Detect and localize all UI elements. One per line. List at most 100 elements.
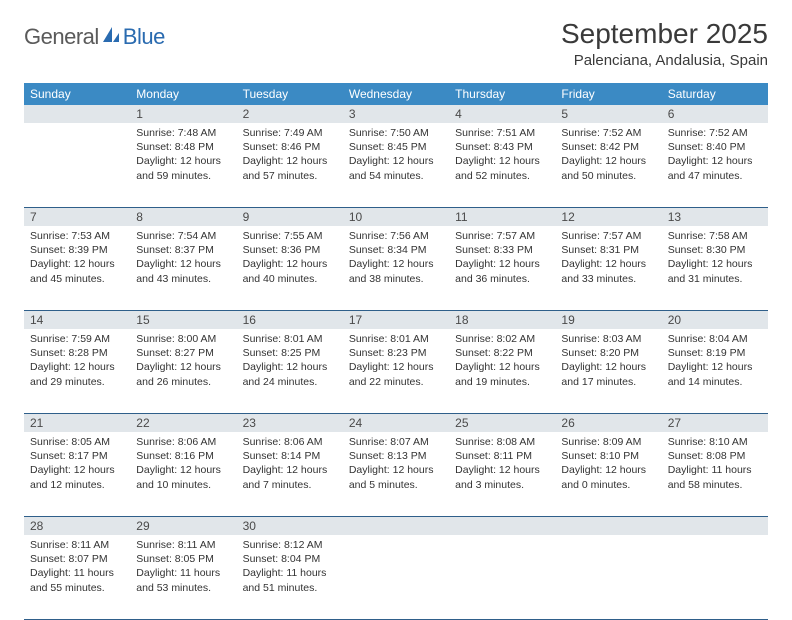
sunrise-text: Sunrise: 8:04 AM bbox=[668, 332, 762, 346]
day-cell: Sunrise: 8:10 AMSunset: 8:08 PMDaylight:… bbox=[662, 432, 768, 516]
day-number: 16 bbox=[237, 311, 343, 329]
sunset-text: Sunset: 8:48 PM bbox=[136, 140, 230, 154]
sunrise-text: Sunrise: 8:03 AM bbox=[561, 332, 655, 346]
daylight-text: Daylight: 12 hours and 3 minutes. bbox=[455, 463, 549, 491]
sunset-text: Sunset: 8:46 PM bbox=[243, 140, 337, 154]
sunrise-text: Sunrise: 8:06 AM bbox=[243, 435, 337, 449]
day-cell bbox=[555, 535, 661, 619]
sunset-text: Sunset: 8:22 PM bbox=[455, 346, 549, 360]
day-cell: Sunrise: 7:51 AMSunset: 8:43 PMDaylight:… bbox=[449, 123, 555, 207]
day-number: 29 bbox=[130, 517, 236, 535]
daylight-text: Daylight: 12 hours and 45 minutes. bbox=[30, 257, 124, 285]
day-number: 8 bbox=[130, 208, 236, 226]
day-cell: Sunrise: 8:05 AMSunset: 8:17 PMDaylight:… bbox=[24, 432, 130, 516]
sunrise-text: Sunrise: 8:11 AM bbox=[30, 538, 124, 552]
sunrise-text: Sunrise: 8:11 AM bbox=[136, 538, 230, 552]
sunrise-text: Sunrise: 7:58 AM bbox=[668, 229, 762, 243]
day-cell: Sunrise: 8:01 AMSunset: 8:23 PMDaylight:… bbox=[343, 329, 449, 413]
day-cell: Sunrise: 7:49 AMSunset: 8:46 PMDaylight:… bbox=[237, 123, 343, 207]
sunset-text: Sunset: 8:08 PM bbox=[668, 449, 762, 463]
day-cell: Sunrise: 7:57 AMSunset: 8:31 PMDaylight:… bbox=[555, 226, 661, 310]
daylight-text: Daylight: 12 hours and 0 minutes. bbox=[561, 463, 655, 491]
day-number: 13 bbox=[662, 208, 768, 226]
day-number: 12 bbox=[555, 208, 661, 226]
daylight-text: Daylight: 12 hours and 54 minutes. bbox=[349, 154, 443, 182]
dow-mon: Monday bbox=[130, 83, 236, 105]
day-number: 30 bbox=[237, 517, 343, 535]
day-cell: Sunrise: 7:56 AMSunset: 8:34 PMDaylight:… bbox=[343, 226, 449, 310]
day-number: 9 bbox=[237, 208, 343, 226]
day-number: 20 bbox=[662, 311, 768, 329]
day-cell bbox=[662, 535, 768, 619]
sunset-text: Sunset: 8:34 PM bbox=[349, 243, 443, 257]
daylight-text: Daylight: 12 hours and 19 minutes. bbox=[455, 360, 549, 388]
daylight-text: Daylight: 12 hours and 17 minutes. bbox=[561, 360, 655, 388]
sunrise-text: Sunrise: 8:08 AM bbox=[455, 435, 549, 449]
day-cell: Sunrise: 8:06 AMSunset: 8:16 PMDaylight:… bbox=[130, 432, 236, 516]
day-number: 27 bbox=[662, 414, 768, 432]
day-cell bbox=[343, 535, 449, 619]
sunset-text: Sunset: 8:19 PM bbox=[668, 346, 762, 360]
day-number: 4 bbox=[449, 105, 555, 123]
sunrise-text: Sunrise: 7:55 AM bbox=[243, 229, 337, 243]
day-cell: Sunrise: 8:07 AMSunset: 8:13 PMDaylight:… bbox=[343, 432, 449, 516]
dow-fri: Friday bbox=[555, 83, 661, 105]
sunset-text: Sunset: 8:45 PM bbox=[349, 140, 443, 154]
dow-row: Sunday Monday Tuesday Wednesday Thursday… bbox=[24, 83, 768, 105]
sunrise-text: Sunrise: 7:52 AM bbox=[668, 126, 762, 140]
day-cell bbox=[24, 123, 130, 207]
sunset-text: Sunset: 8:40 PM bbox=[668, 140, 762, 154]
day-cell: Sunrise: 8:11 AMSunset: 8:05 PMDaylight:… bbox=[130, 535, 236, 619]
location: Palenciana, Andalusia, Spain bbox=[561, 52, 768, 69]
daylight-text: Daylight: 12 hours and 10 minutes. bbox=[136, 463, 230, 491]
sunset-text: Sunset: 8:16 PM bbox=[136, 449, 230, 463]
day-number: 28 bbox=[24, 517, 130, 535]
logo-blue: Blue bbox=[123, 24, 165, 50]
day-number: 2 bbox=[237, 105, 343, 123]
day-cell: Sunrise: 7:52 AMSunset: 8:42 PMDaylight:… bbox=[555, 123, 661, 207]
day-cell bbox=[449, 535, 555, 619]
daylight-text: Daylight: 12 hours and 50 minutes. bbox=[561, 154, 655, 182]
daylight-text: Daylight: 11 hours and 55 minutes. bbox=[30, 566, 124, 594]
day-number bbox=[449, 517, 555, 535]
day-cell: Sunrise: 8:12 AMSunset: 8:04 PMDaylight:… bbox=[237, 535, 343, 619]
sunset-text: Sunset: 8:25 PM bbox=[243, 346, 337, 360]
daylight-text: Daylight: 12 hours and 40 minutes. bbox=[243, 257, 337, 285]
daylight-text: Daylight: 12 hours and 14 minutes. bbox=[668, 360, 762, 388]
daylight-text: Daylight: 12 hours and 7 minutes. bbox=[243, 463, 337, 491]
day-number: 3 bbox=[343, 105, 449, 123]
week-row: Sunrise: 7:48 AMSunset: 8:48 PMDaylight:… bbox=[24, 123, 768, 208]
day-number: 11 bbox=[449, 208, 555, 226]
sunrise-text: Sunrise: 8:06 AM bbox=[136, 435, 230, 449]
day-number: 26 bbox=[555, 414, 661, 432]
day-number: 15 bbox=[130, 311, 236, 329]
daynum-strip: 78910111213 bbox=[24, 208, 768, 226]
weeks-container: 123456Sunrise: 7:48 AMSunset: 8:48 PMDay… bbox=[24, 105, 768, 620]
day-cell: Sunrise: 8:03 AMSunset: 8:20 PMDaylight:… bbox=[555, 329, 661, 413]
day-number bbox=[662, 517, 768, 535]
day-cell: Sunrise: 7:55 AMSunset: 8:36 PMDaylight:… bbox=[237, 226, 343, 310]
logo: General Blue bbox=[24, 24, 165, 50]
sunset-text: Sunset: 8:11 PM bbox=[455, 449, 549, 463]
sunset-text: Sunset: 8:37 PM bbox=[136, 243, 230, 257]
day-number: 22 bbox=[130, 414, 236, 432]
day-cell: Sunrise: 8:01 AMSunset: 8:25 PMDaylight:… bbox=[237, 329, 343, 413]
daynum-strip: 123456 bbox=[24, 105, 768, 123]
daylight-text: Daylight: 12 hours and 57 minutes. bbox=[243, 154, 337, 182]
daynum-strip: 14151617181920 bbox=[24, 311, 768, 329]
sunset-text: Sunset: 8:42 PM bbox=[561, 140, 655, 154]
day-cell: Sunrise: 8:08 AMSunset: 8:11 PMDaylight:… bbox=[449, 432, 555, 516]
sunrise-text: Sunrise: 8:07 AM bbox=[349, 435, 443, 449]
sunset-text: Sunset: 8:30 PM bbox=[668, 243, 762, 257]
sunrise-text: Sunrise: 7:49 AM bbox=[243, 126, 337, 140]
day-number bbox=[555, 517, 661, 535]
logo-sail-icon bbox=[101, 25, 121, 50]
sunrise-text: Sunrise: 8:12 AM bbox=[243, 538, 337, 552]
sunrise-text: Sunrise: 7:50 AM bbox=[349, 126, 443, 140]
daylight-text: Daylight: 12 hours and 59 minutes. bbox=[136, 154, 230, 182]
sunset-text: Sunset: 8:33 PM bbox=[455, 243, 549, 257]
day-cell: Sunrise: 7:48 AMSunset: 8:48 PMDaylight:… bbox=[130, 123, 236, 207]
day-number: 10 bbox=[343, 208, 449, 226]
sunset-text: Sunset: 8:39 PM bbox=[30, 243, 124, 257]
sunrise-text: Sunrise: 8:02 AM bbox=[455, 332, 549, 346]
